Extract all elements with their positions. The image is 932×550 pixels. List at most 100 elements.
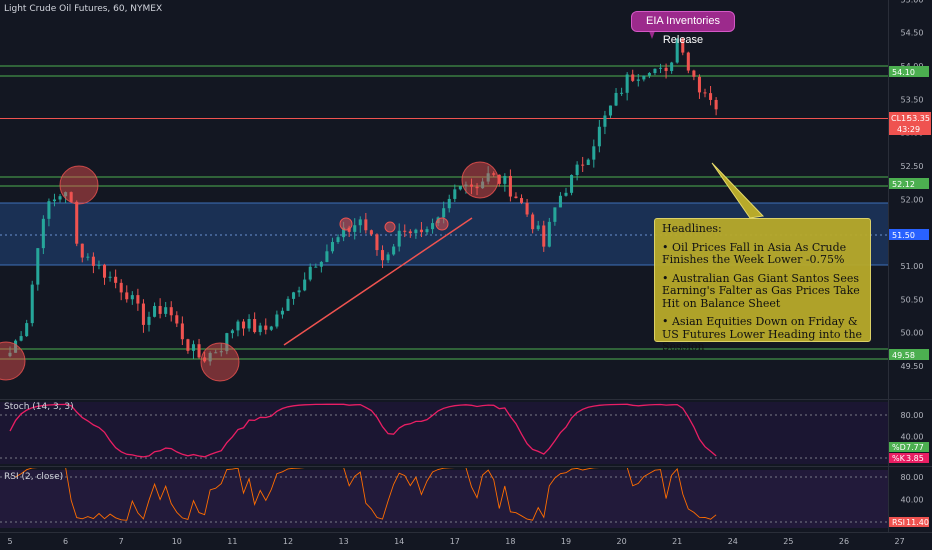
candle[interactable] [431, 218, 435, 234]
candle[interactable] [514, 192, 518, 199]
candle[interactable] [647, 72, 651, 79]
candle[interactable] [570, 174, 574, 196]
candle[interactable] [275, 310, 279, 329]
candle[interactable] [336, 234, 340, 244]
candle[interactable] [625, 72, 629, 101]
candle[interactable] [247, 314, 251, 332]
highlight-dot[interactable] [384, 221, 396, 233]
candle[interactable] [114, 269, 118, 289]
candle[interactable] [631, 69, 635, 83]
candle[interactable] [425, 226, 429, 235]
candle[interactable] [653, 68, 657, 76]
candle[interactable] [130, 291, 134, 305]
candle[interactable] [353, 218, 357, 240]
candle[interactable] [458, 185, 462, 191]
candle[interactable] [14, 339, 18, 353]
candle[interactable] [531, 212, 535, 234]
candle[interactable] [280, 307, 284, 319]
highlight-circle[interactable] [461, 161, 499, 199]
candle[interactable] [203, 352, 207, 363]
candle[interactable] [241, 319, 246, 336]
candle[interactable] [30, 280, 34, 327]
candle[interactable] [180, 316, 184, 345]
candle[interactable] [709, 85, 713, 106]
candle[interactable] [358, 216, 362, 233]
candle[interactable] [292, 291, 296, 305]
time-axis[interactable]: 5 6 7 10 11 12 13 14 17 18 19 20 21 24 25 26 27 [7, 537, 904, 546]
candle[interactable] [408, 229, 412, 238]
candle[interactable] [547, 217, 551, 248]
candle[interactable] [703, 88, 707, 98]
candle[interactable] [614, 88, 618, 107]
candle[interactable] [642, 75, 646, 82]
candle[interactable] [230, 328, 234, 339]
candle[interactable] [41, 215, 45, 255]
candle[interactable] [253, 312, 257, 334]
candle[interactable] [308, 263, 312, 282]
candle[interactable] [564, 187, 568, 197]
candle[interactable] [497, 174, 501, 187]
candle[interactable] [86, 253, 90, 261]
candle[interactable] [191, 340, 196, 359]
candle[interactable] [664, 63, 668, 79]
candle[interactable] [692, 69, 696, 81]
candle[interactable] [686, 51, 690, 74]
candle[interactable] [47, 198, 51, 227]
candle[interactable] [469, 178, 474, 195]
highlight-circle[interactable] [59, 165, 99, 205]
candle[interactable] [91, 252, 95, 274]
level-52-12[interactable] [0, 176, 888, 187]
candle[interactable] [175, 311, 179, 328]
candle[interactable] [25, 319, 29, 337]
candle[interactable] [164, 301, 168, 318]
candle[interactable] [586, 158, 590, 166]
candle[interactable] [297, 286, 301, 297]
candle[interactable] [8, 346, 12, 358]
candle[interactable] [330, 237, 335, 254]
candle[interactable] [486, 166, 490, 185]
candle[interactable] [447, 194, 451, 213]
rsi-line[interactable] [15, 467, 717, 521]
highlight-circle[interactable] [0, 341, 26, 381]
candle[interactable] [169, 301, 173, 322]
candle[interactable] [147, 311, 151, 332]
candle[interactable] [80, 243, 84, 263]
candle[interactable] [314, 263, 318, 268]
candle[interactable] [386, 252, 390, 264]
candle[interactable] [325, 244, 329, 263]
candle[interactable] [536, 220, 540, 231]
candle[interactable] [403, 224, 407, 238]
level-49-58[interactable] [0, 348, 888, 360]
stoch-title[interactable]: Stoch (14, 3, 3) [4, 402, 74, 412]
candle[interactable] [675, 38, 679, 64]
candle[interactable] [141, 299, 145, 333]
candle[interactable] [97, 260, 101, 270]
candle-series[interactable] [8, 37, 718, 366]
candle[interactable] [603, 110, 607, 135]
candle[interactable] [581, 156, 585, 173]
candle[interactable] [58, 194, 62, 203]
level-54-10[interactable] [0, 65, 888, 77]
candle[interactable] [108, 271, 112, 282]
candle[interactable] [508, 169, 512, 202]
candle[interactable] [69, 191, 73, 203]
event-badge[interactable]: EIA Inventories Release [631, 11, 735, 46]
candle[interactable] [64, 191, 68, 204]
candle[interactable] [225, 332, 229, 355]
candle[interactable] [636, 73, 640, 87]
candle[interactable] [208, 351, 212, 366]
candle[interactable] [375, 233, 379, 256]
candle[interactable] [186, 338, 190, 354]
candle[interactable] [475, 183, 479, 196]
candle[interactable] [286, 296, 290, 311]
candle[interactable] [369, 229, 373, 237]
candle[interactable] [620, 87, 624, 96]
symbol-title[interactable]: Light Crude Oil Futures, 60, NYMEX [4, 4, 162, 14]
rsi-title[interactable]: RSI (2, close) [4, 472, 63, 482]
stoch-line[interactable] [9, 403, 717, 458]
highlight-circle[interactable] [200, 342, 240, 382]
candle[interactable] [492, 171, 496, 177]
candle[interactable] [319, 260, 323, 273]
candle[interactable] [219, 343, 223, 357]
